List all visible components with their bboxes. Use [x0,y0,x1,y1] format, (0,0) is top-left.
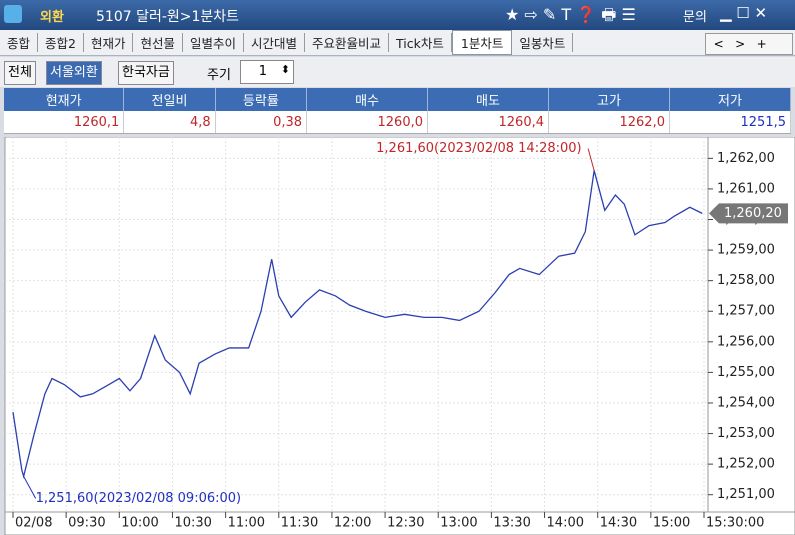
annotation: 1,251,60(2023/02/08 09:06:00) [36,491,241,506]
current-price-label: 1,260,20 [724,206,782,221]
period-value: 1 [258,64,267,79]
tab[interactable]: 시간대별 [244,33,306,52]
annotation-arrow [587,148,595,171]
tab[interactable]: 현선물 [133,33,183,52]
x-tick-label: 10:00 [121,516,158,531]
quote-value: 1260,1 [4,111,125,134]
y-tick-label: 1,261,00 [717,181,775,196]
column-header: 등락률 [215,88,308,111]
toolbar-icons[interactable]: ★ ⇨ ✎ T ❓ 🖶 ☰ [505,5,636,24]
tab[interactable]: Tick차트 [389,33,452,52]
quote-table: 현재가 전일비 등락률 매수 매도 고가 저가 1260,1 4,8 0,38 1260,0 1260… [4,88,792,134]
y-tick-label: 1,255,00 [717,365,775,380]
market-button[interactable]: 서울외환 [46,61,102,85]
x-tick-label: 11:00 [228,516,265,531]
y-tick-label: 1,259,00 [717,243,775,258]
x-tick-label: 15:00 [653,516,690,531]
plot-area [4,137,709,513]
tab[interactable]: 1분차트 [451,30,513,55]
annotation: 1,261,60(2023/02/08 14:28:00) [376,141,581,156]
quote-value: 4,8 [123,111,216,134]
x-tick-label: 14:00 [547,516,584,531]
title-bar: 외환 5107 달러-원>1분차트 ★ ⇨ ✎ T ❓ 🖶 ☰ 문의 ▁ ☐ ✕ [0,0,795,30]
market-button[interactable]: 전체 [4,61,36,85]
price-line [12,170,703,479]
y-tick-label: 1,258,00 [717,273,775,288]
x-tick-label: 15:30:00 [706,516,764,531]
tab-scroll[interactable]: < > + [705,33,793,55]
tab[interactable]: 일봉차트 [512,33,574,52]
current-price-tag [709,203,788,224]
quote-value: 1251,5 [669,111,792,134]
column-header: 매수 [306,88,429,111]
tab[interactable]: 주요환율비교 [305,33,390,52]
period-label: 주기 [207,68,231,83]
x-tick-label: 14:30 [600,516,637,531]
x-tick-label: 10:30 [174,516,211,531]
column-header: 매도 [427,88,549,111]
y-tick-label: 1,252,00 [717,457,775,472]
x-tick-label: 02/08 [15,516,52,531]
x-tick-label: 11:30 [281,516,318,531]
y-tick-label: 1,253,00 [717,426,775,441]
column-header: 고가 [548,88,670,111]
quote-value: 1262,0 [548,111,670,134]
y-tick-label: 1,257,00 [717,304,775,319]
x-tick-label: 13:30 [493,516,530,531]
column-header: 현재가 [4,88,125,111]
market-button[interactable]: 한국자금 [118,61,174,85]
column-header: 저가 [669,88,792,111]
x-tick-label: 12:00 [334,516,371,531]
x-tick-label: 13:00 [440,516,477,531]
y-tick-label: 1,251,00 [717,487,775,502]
column-header: 전일비 [123,88,216,111]
x-tick-label: 12:30 [387,516,424,531]
window-title: 5107 달러-원>1분차트 [96,9,240,25]
period-input[interactable]: 1 ⬍ [240,60,294,84]
quote-value: 0,38 [215,111,308,134]
quote-value: 1260,4 [427,111,549,134]
x-tick-label: 09:30 [68,516,105,531]
y-tick-label: 1,256,00 [717,334,775,349]
toolbar: 주기 1 ⬍ 전체 서울외환 한국자금 [0,57,795,87]
tab[interactable]: 종합2 [38,33,84,52]
tab[interactable]: 종합 [0,33,39,52]
app-icon [4,5,22,23]
tab[interactable]: 일별추이 [183,33,245,52]
y-tick-label: 1,254,00 [717,395,775,410]
y-tick-label: 1,262,00 [717,151,775,166]
annotation-arrow [23,476,37,499]
section: 외환 [40,10,64,25]
tab[interactable]: 현재가 [84,33,134,52]
window-controls[interactable]: ▁ ☐ ✕ [720,4,768,22]
tab-bar: 종합 종합2 현재가 현선물 일별추이 시간대별 주요환율비교 Tick차트 1분차트 일봉차트 [0,30,795,56]
y-axis-area [707,137,795,513]
help[interactable]: 문의 [683,10,707,25]
quote-value: 1260,0 [306,111,429,134]
chart: 1,251,00 1,252,00 1,253,00 1,254,00 1,255,00… [4,137,795,535]
